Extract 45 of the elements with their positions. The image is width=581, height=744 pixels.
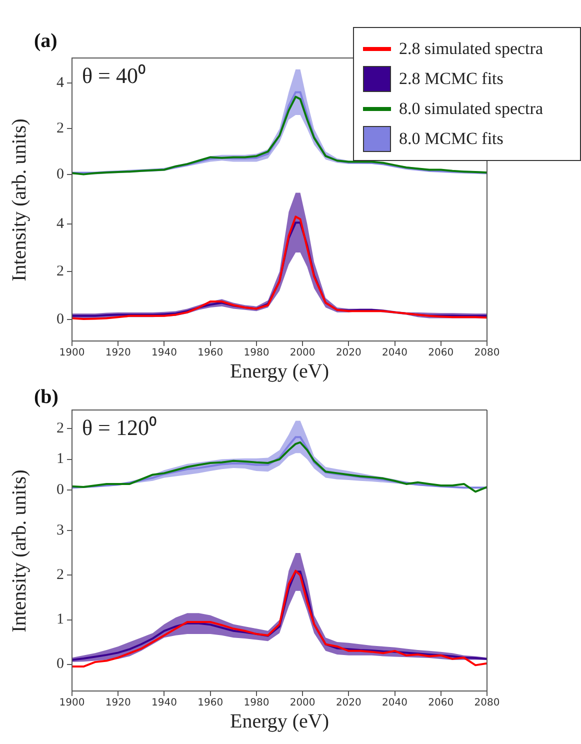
x-tick-label: 2020 bbox=[336, 348, 362, 359]
x-tick-label: 2060 bbox=[428, 348, 454, 359]
x-tick-label: 1920 bbox=[105, 698, 131, 709]
x-tick-label: 1980 bbox=[244, 348, 270, 359]
x-tick-label: 1900 bbox=[59, 348, 85, 359]
y-tick-label: 0 bbox=[56, 311, 64, 328]
y-tick-label: 4 bbox=[56, 75, 64, 92]
legend-label: 8.0 MCMC fits bbox=[399, 129, 504, 149]
legend-label: 2.8 MCMC fits bbox=[399, 69, 504, 89]
x-tick-label: 1900 bbox=[59, 698, 85, 709]
x-axis-title: Energy (eV) bbox=[230, 360, 330, 382]
x-tick-label: 1960 bbox=[198, 698, 224, 709]
y-tick-label: 2 bbox=[56, 264, 64, 280]
legend-label: 8.0 simulated spectra bbox=[399, 99, 543, 119]
y-tick-label: 1 bbox=[56, 451, 64, 468]
x-tick-label: 2040 bbox=[382, 348, 408, 359]
annotation: θ = 40⁰ bbox=[82, 62, 146, 88]
y-tick-label: 2 bbox=[56, 120, 64, 137]
legend-label: 2.8 simulated spectra bbox=[399, 39, 543, 59]
x-tick-label: 1960 bbox=[198, 348, 224, 359]
x-tick-label: 1920 bbox=[105, 348, 131, 359]
y-axis-title: Intensity (arb. units) bbox=[8, 118, 32, 281]
y-tick-label: 4 bbox=[56, 216, 64, 232]
x-axis-title: Energy (eV) bbox=[230, 710, 330, 732]
y-tick-label: 0 bbox=[56, 656, 64, 672]
x-tick-label: 2060 bbox=[428, 698, 454, 709]
chart-title: (b) bbox=[34, 386, 58, 408]
y-tick-label: 3 bbox=[56, 522, 64, 539]
x-tick-label: 1980 bbox=[244, 698, 270, 709]
y-axis-title: Intensity (arb. units) bbox=[8, 469, 32, 632]
x-tick-label: 2000 bbox=[290, 348, 316, 359]
annotation: θ = 120⁰ bbox=[82, 414, 157, 440]
y-tick-label: 0 bbox=[56, 166, 64, 182]
y-tick-label: 2 bbox=[56, 567, 64, 584]
y-tick-label: 1 bbox=[56, 612, 64, 628]
y-tick-label: 0 bbox=[56, 482, 64, 498]
x-tick-label: 2000 bbox=[290, 698, 316, 709]
x-tick-label: 2040 bbox=[382, 698, 408, 709]
x-tick-label: 2020 bbox=[336, 698, 362, 709]
x-tick-label: 1940 bbox=[151, 698, 177, 709]
x-tick-label: 2080 bbox=[474, 698, 500, 709]
chart-title: (a) bbox=[34, 30, 58, 52]
y-tick-label: 2 bbox=[56, 420, 64, 436]
x-tick-label: 1940 bbox=[151, 348, 177, 359]
x-tick-label: 2080 bbox=[474, 348, 500, 359]
